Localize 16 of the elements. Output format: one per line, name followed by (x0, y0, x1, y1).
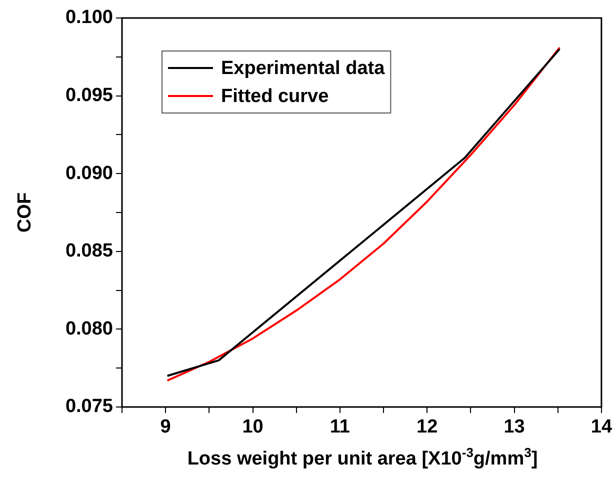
x-tick-label: 10 (242, 416, 264, 438)
x-tick-label: 9 (160, 416, 171, 438)
y-tick-label: 0.085 (65, 240, 114, 262)
x-tick-label: 11 (330, 416, 350, 438)
y-tick-label: 0.090 (65, 162, 113, 184)
x-tick-label: 14 (590, 416, 612, 438)
y-tick-label: 0.075 (65, 396, 114, 418)
legend-label: Experimental data (221, 58, 386, 80)
y-tick-label: 0.095 (65, 85, 114, 106)
y-axis-title: COF (14, 192, 36, 233)
x-tick-label: 13 (504, 416, 525, 438)
y-tick-label: 0.100 (65, 7, 113, 28)
x-axis-title: Loss weight per unit area [X10$^{-3}$g/mm$^{3}$] (186, 445, 539, 470)
y-tick-label: 0.080 (65, 318, 113, 340)
legend-label: Fitted curve (221, 86, 329, 108)
x-tick-label: 12 (416, 416, 438, 438)
